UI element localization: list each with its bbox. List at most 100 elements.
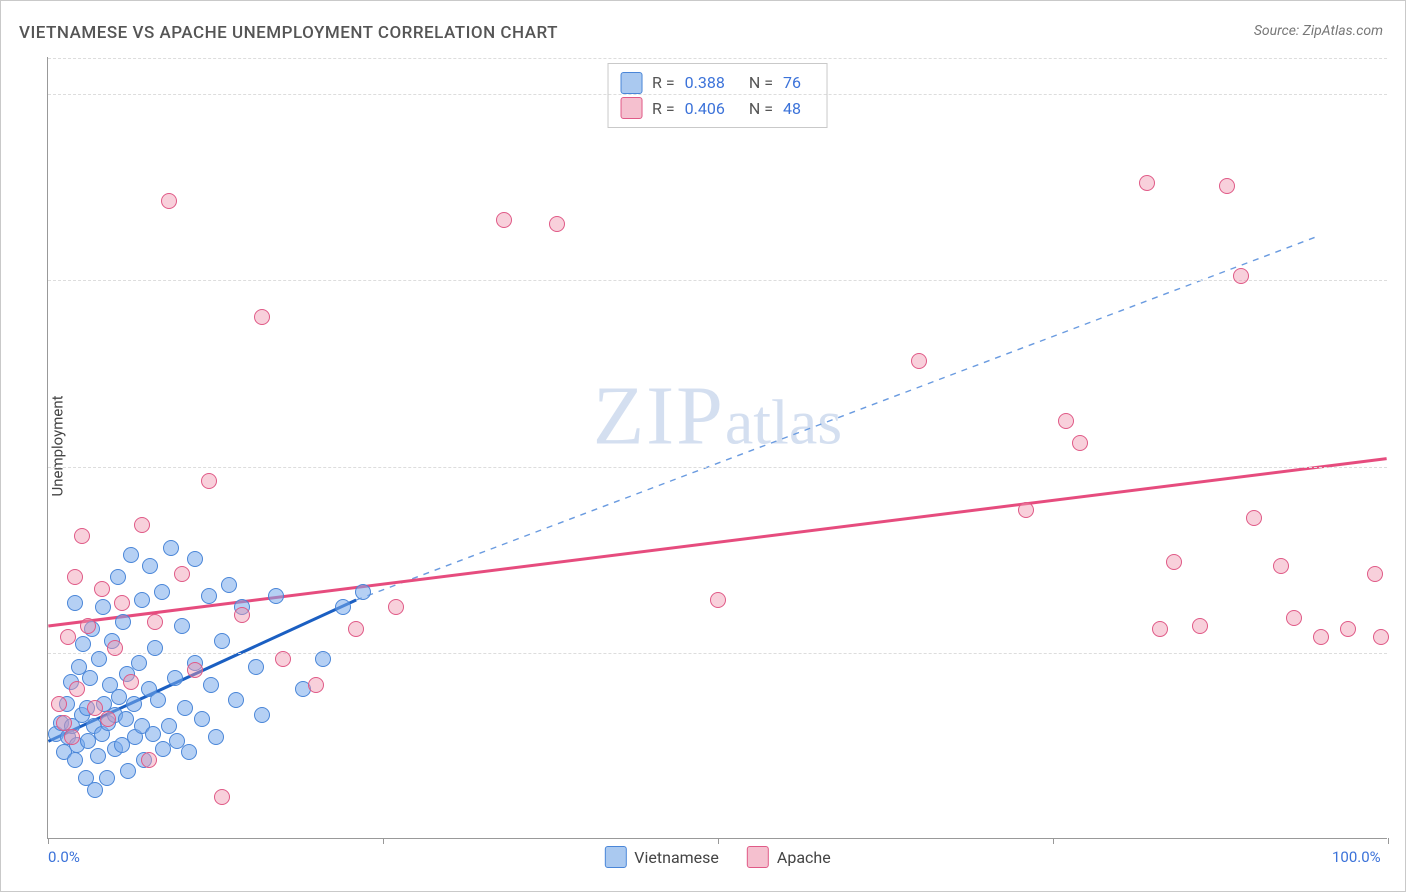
data-point-apache	[114, 595, 130, 611]
data-point-vietnamese	[355, 584, 371, 600]
data-point-apache	[275, 651, 291, 667]
data-point-vietnamese	[131, 655, 147, 671]
gridline-h	[48, 467, 1387, 468]
data-point-vietnamese	[254, 707, 270, 723]
data-point-apache	[308, 677, 324, 693]
data-point-apache	[94, 581, 110, 597]
data-point-vietnamese	[248, 659, 264, 675]
data-point-apache	[234, 607, 250, 623]
data-point-apache	[141, 752, 157, 768]
data-point-apache	[100, 711, 116, 727]
data-point-apache	[87, 700, 103, 716]
swatch-vietnamese	[604, 846, 626, 868]
data-point-vietnamese	[90, 748, 106, 764]
data-point-apache	[1192, 618, 1208, 634]
data-point-vietnamese	[187, 551, 203, 567]
data-point-apache	[388, 599, 404, 615]
chart-frame: VIETNAMESE VS APACHE UNEMPLOYMENT CORREL…	[0, 0, 1406, 892]
data-point-apache	[214, 789, 230, 805]
data-point-vietnamese	[228, 692, 244, 708]
legend-stats-row-apache: R = 0.406 N = 48	[620, 96, 815, 122]
data-point-apache	[254, 309, 270, 325]
legend-label-vietnamese: Vietnamese	[634, 848, 719, 867]
r-label: R =	[652, 70, 675, 96]
data-point-apache	[1340, 621, 1356, 637]
gridline-h	[48, 653, 1387, 654]
data-point-vietnamese	[221, 577, 237, 593]
data-point-vietnamese	[161, 718, 177, 734]
trend-lines	[48, 57, 1387, 838]
data-point-vietnamese	[214, 633, 230, 649]
x-tick	[383, 838, 384, 844]
data-point-apache	[496, 212, 512, 228]
data-point-vietnamese	[120, 763, 136, 779]
data-point-apache	[1152, 621, 1168, 637]
legend-item-vietnamese: Vietnamese	[604, 846, 719, 868]
data-point-apache	[1058, 413, 1074, 429]
data-point-vietnamese	[194, 711, 210, 727]
data-point-vietnamese	[203, 677, 219, 693]
r-value-vietnamese: 0.388	[685, 70, 725, 96]
data-point-vietnamese	[111, 689, 127, 705]
data-point-apache	[161, 193, 177, 209]
gridline-h	[48, 94, 1387, 95]
data-point-vietnamese	[147, 640, 163, 656]
data-point-vietnamese	[150, 692, 166, 708]
n-value-apache: 48	[783, 96, 801, 122]
data-point-apache	[80, 618, 96, 634]
data-point-vietnamese	[115, 614, 131, 630]
data-point-apache	[1166, 554, 1182, 570]
legend-series: Vietnamese Apache	[604, 846, 830, 868]
data-point-vietnamese	[145, 726, 161, 742]
data-point-apache	[1313, 629, 1329, 645]
data-point-apache	[174, 566, 190, 582]
data-point-apache	[710, 592, 726, 608]
data-point-vietnamese	[268, 588, 284, 604]
swatch-apache	[747, 846, 769, 868]
data-point-apache	[549, 216, 565, 232]
data-point-vietnamese	[99, 770, 115, 786]
x-tick	[718, 838, 719, 844]
data-point-apache	[1273, 558, 1289, 574]
n-label: N =	[749, 96, 773, 122]
data-point-vietnamese	[177, 700, 193, 716]
data-point-apache	[1139, 175, 1155, 191]
data-point-apache	[56, 715, 72, 731]
trend-line	[356, 236, 1320, 600]
x-tick	[1388, 838, 1389, 844]
data-point-apache	[69, 681, 85, 697]
data-point-vietnamese	[75, 636, 91, 652]
legend-item-apache: Apache	[747, 846, 831, 868]
data-point-apache	[134, 517, 150, 533]
n-value-vietnamese: 76	[783, 70, 801, 96]
data-point-apache	[1018, 502, 1034, 518]
gridline-h	[48, 280, 1387, 281]
data-point-vietnamese	[208, 729, 224, 745]
data-point-vietnamese	[95, 599, 111, 615]
legend-stats: R = 0.388 N = 76 R = 0.406 N = 48	[607, 63, 828, 128]
data-point-apache	[1219, 178, 1235, 194]
data-point-vietnamese	[134, 592, 150, 608]
swatch-vietnamese	[620, 72, 642, 94]
data-point-apache	[123, 674, 139, 690]
legend-stats-row-vietnamese: R = 0.388 N = 76	[620, 70, 815, 96]
plot-area: ZIPatlas R = 0.388 N = 76 R = 0.406 N = …	[47, 57, 1387, 839]
data-point-vietnamese	[167, 670, 183, 686]
x-tick-label: 0.0%	[48, 848, 80, 866]
data-point-apache	[911, 353, 927, 369]
data-point-apache	[64, 729, 80, 745]
data-point-vietnamese	[67, 595, 83, 611]
data-point-vietnamese	[181, 744, 197, 760]
data-point-apache	[74, 528, 90, 544]
data-point-apache	[1072, 435, 1088, 451]
data-point-vietnamese	[118, 711, 134, 727]
data-point-vietnamese	[91, 651, 107, 667]
data-point-apache	[60, 629, 76, 645]
r-label: R =	[652, 96, 675, 122]
data-point-apache	[51, 696, 67, 712]
watermark-big: ZIP	[593, 370, 725, 463]
r-value-apache: 0.406	[685, 96, 725, 122]
data-point-apache	[1286, 610, 1302, 626]
data-point-apache	[107, 640, 123, 656]
data-point-vietnamese	[335, 599, 351, 615]
